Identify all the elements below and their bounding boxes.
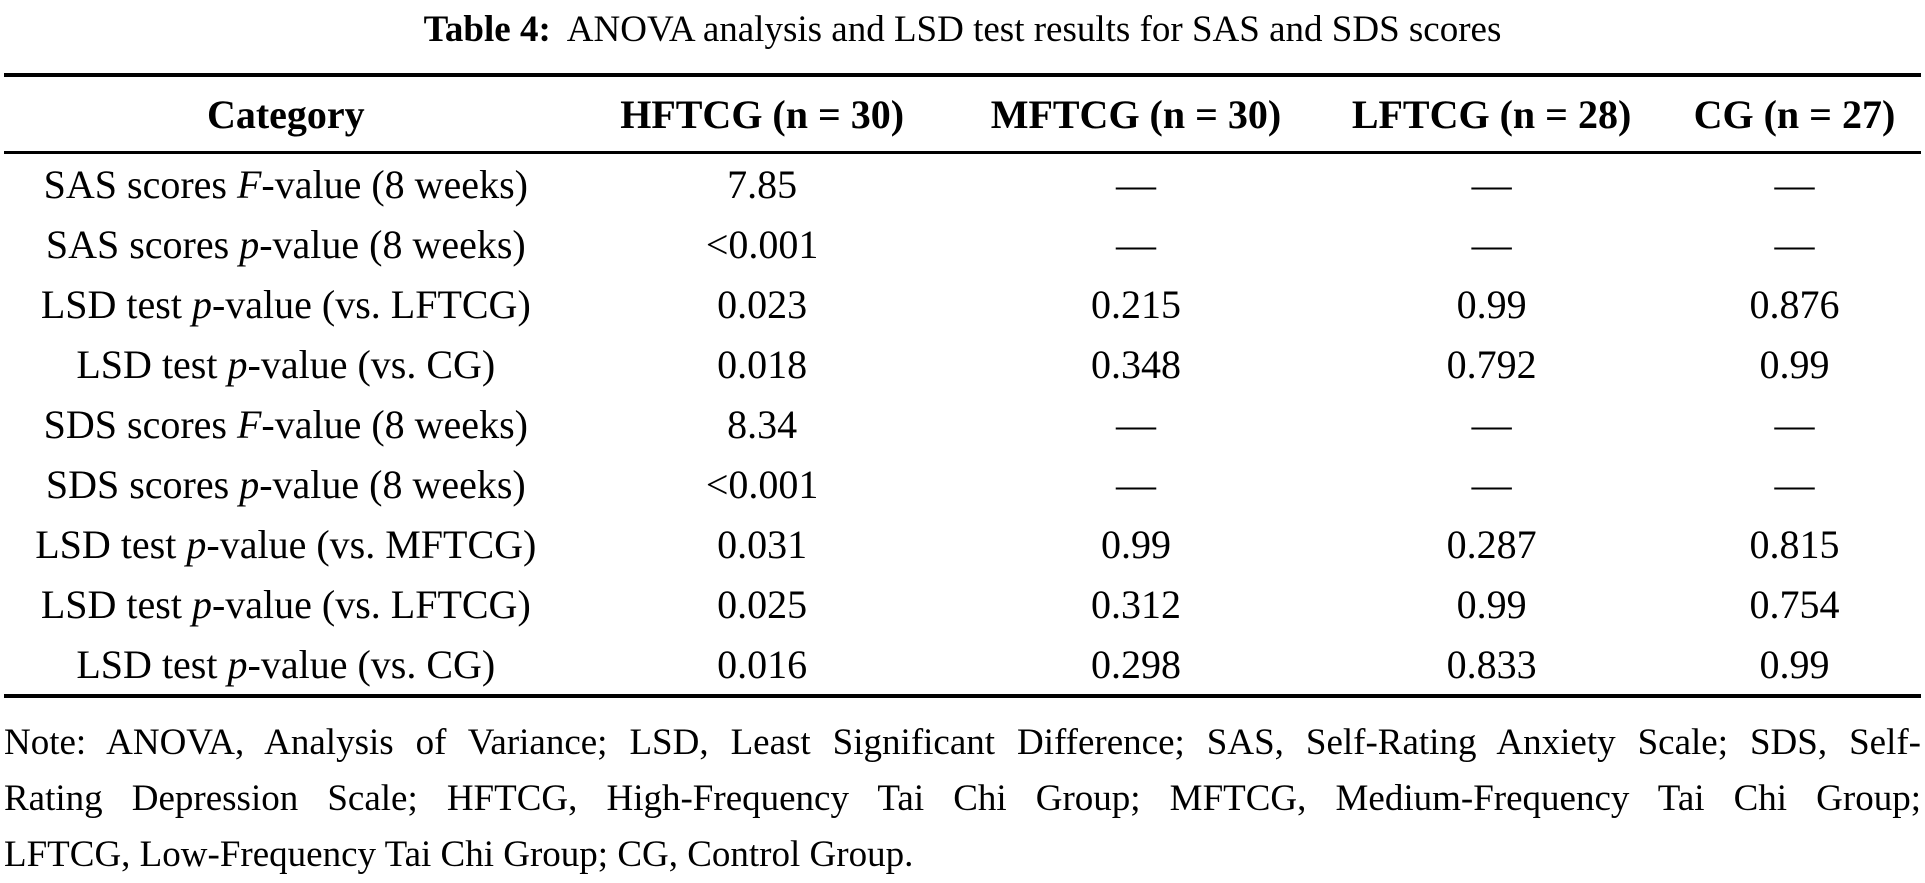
category-stat-letter: F [236, 401, 262, 447]
value-cell: 0.025 [717, 581, 808, 627]
category-text: -value (vs. LFTCG) [211, 581, 531, 627]
table-note: Note: ANOVA, Analysis of Variance; LSD, … [4, 715, 1921, 883]
value-cell: — [1774, 401, 1815, 447]
value-cell: — [1471, 161, 1512, 207]
header-cell-category: Category [4, 75, 568, 154]
category-stat-letter: p [227, 341, 248, 387]
table-row: SAS scores F-value (8 weeks) 7.85 — — — [4, 153, 1921, 215]
category-cell: SDS scores p-value (8 weeks) [4, 454, 568, 514]
table-row: LSD test p-value (vs. LFTCG) 0.023 0.215… [4, 274, 1921, 334]
value-cell: — [1471, 221, 1512, 267]
value-cell: 0.016 [717, 641, 808, 687]
category-text: -value (8 weeks) [261, 401, 528, 447]
category-cell: SDS scores F-value (8 weeks) [4, 394, 568, 454]
value-cell: 0.876 [1749, 281, 1840, 327]
value-cell: <0.001 [705, 221, 819, 267]
value-cell: 0.348 [1090, 341, 1181, 387]
value-cell: 0.754 [1749, 581, 1840, 627]
category-stat-letter: p [186, 521, 207, 567]
header-cell-hftcg: HFTCG (n = 30) [567, 75, 957, 154]
category-text: LSD test [76, 341, 228, 387]
value-cell: — [1471, 461, 1512, 507]
category-cell: SAS scores F-value (8 weeks) [4, 153, 568, 215]
value-cell: — [1115, 161, 1156, 207]
table-row: LSD test p-value (vs. CG) 0.018 0.348 0.… [4, 334, 1921, 394]
header-row: Category HFTCG (n = 30) MFTCG (n = 30) L… [4, 75, 1921, 154]
category-stat-letter: p [191, 581, 212, 627]
value-cell: 0.99 [1100, 521, 1171, 567]
category-text: -value (vs. CG) [247, 341, 496, 387]
value-cell: — [1471, 401, 1512, 447]
value-cell: 0.287 [1446, 521, 1537, 567]
header-cell-lftcg: LFTCG (n = 28) [1315, 75, 1668, 154]
category-text: -value (8 weeks) [259, 221, 526, 267]
value-cell: — [1774, 461, 1815, 507]
value-cell: 0.792 [1446, 341, 1537, 387]
category-cell: LSD test p-value (vs. MFTCG) [4, 514, 568, 574]
category-stat-letter: p [227, 641, 248, 687]
table-row: LSD test p-value (vs. LFTCG) 0.025 0.312… [4, 574, 1921, 634]
value-cell: — [1774, 161, 1815, 207]
value-cell: 0.031 [717, 521, 808, 567]
category-cell: LSD test p-value (vs. LFTCG) [4, 274, 568, 334]
category-cell: LSD test p-value (vs. LFTCG) [4, 574, 568, 634]
category-text: SDS scores [43, 401, 237, 447]
anova-lsd-results-table: Category HFTCG (n = 30) MFTCG (n = 30) L… [4, 73, 1921, 698]
value-cell: 0.833 [1446, 641, 1537, 687]
value-cell: — [1115, 221, 1156, 267]
category-stat-letter: p [191, 281, 212, 327]
category-text: -value (8 weeks) [261, 161, 528, 207]
category-text: LSD test [35, 521, 187, 567]
table-caption-label: Table 4: [423, 9, 551, 50]
value-cell: 8.34 [727, 401, 798, 447]
category-cell: LSD test p-value (vs. CG) [4, 634, 568, 696]
value-cell: — [1115, 461, 1156, 507]
value-cell: 0.215 [1090, 281, 1181, 327]
value-cell: 0.99 [1456, 581, 1527, 627]
value-cell: 0.023 [717, 281, 808, 327]
category-cell: LSD test p-value (vs. CG) [4, 334, 568, 394]
header-cell-cg: CG (n = 27) [1667, 75, 1921, 154]
category-text: -value (vs. CG) [247, 641, 496, 687]
category-text: -value (8 weeks) [259, 461, 526, 507]
value-cell: 0.99 [1759, 641, 1830, 687]
category-text: LSD test [40, 581, 192, 627]
value-cell: — [1115, 401, 1156, 447]
category-stat-letter: F [236, 161, 262, 207]
value-cell: 0.99 [1759, 341, 1830, 387]
note-line: LFTCG, Low-Frequency Tai Chi Group; CG, … [4, 834, 914, 875]
value-cell: <0.001 [705, 461, 819, 507]
table-caption: Table 4: ANOVA analysis and LSD test resu… [4, 0, 1921, 73]
category-text: LSD test [76, 641, 228, 687]
value-cell: 0.298 [1090, 641, 1181, 687]
category-cell: SAS scores p-value (8 weeks) [4, 214, 568, 274]
value-cell: 0.312 [1090, 581, 1181, 627]
category-text: LSD test [40, 281, 192, 327]
category-text: SDS scores [45, 461, 240, 507]
value-cell: 0.99 [1456, 281, 1527, 327]
category-text: -value (vs. LFTCG) [211, 281, 531, 327]
category-stat-letter: p [239, 461, 260, 507]
table-row: LSD test p-value (vs. MFTCG) 0.031 0.99 … [4, 514, 1921, 574]
table-row: SDS scores p-value (8 weeks) <0.001 — — … [4, 454, 1921, 514]
category-stat-letter: p [239, 221, 260, 267]
table-row: SDS scores F-value (8 weeks) 8.34 — — — [4, 394, 1921, 454]
value-cell: 7.85 [727, 161, 798, 207]
value-cell: 0.815 [1749, 521, 1840, 567]
table-caption-text: ANOVA analysis and LSD test results for … [566, 9, 1502, 50]
value-cell: — [1774, 221, 1815, 267]
note-line: Note: ANOVA, Analysis of Variance; LSD, … [4, 722, 1921, 763]
note-line: Rating Depression Scale; HFTCG, High-Fre… [4, 778, 1921, 819]
table-row: SAS scores p-value (8 weeks) <0.001 — — … [4, 214, 1921, 274]
value-cell: 0.018 [717, 341, 808, 387]
category-text: SAS scores [43, 161, 237, 207]
table-row: LSD test p-value (vs. CG) 0.016 0.298 0.… [4, 634, 1921, 696]
category-text: -value (vs. MFTCG) [206, 521, 537, 567]
category-text: SAS scores [45, 221, 240, 267]
header-cell-mftcg: MFTCG (n = 30) [956, 75, 1316, 154]
paper-table-page: Table 4: ANOVA analysis and LSD test resu… [4, 0, 1921, 875]
